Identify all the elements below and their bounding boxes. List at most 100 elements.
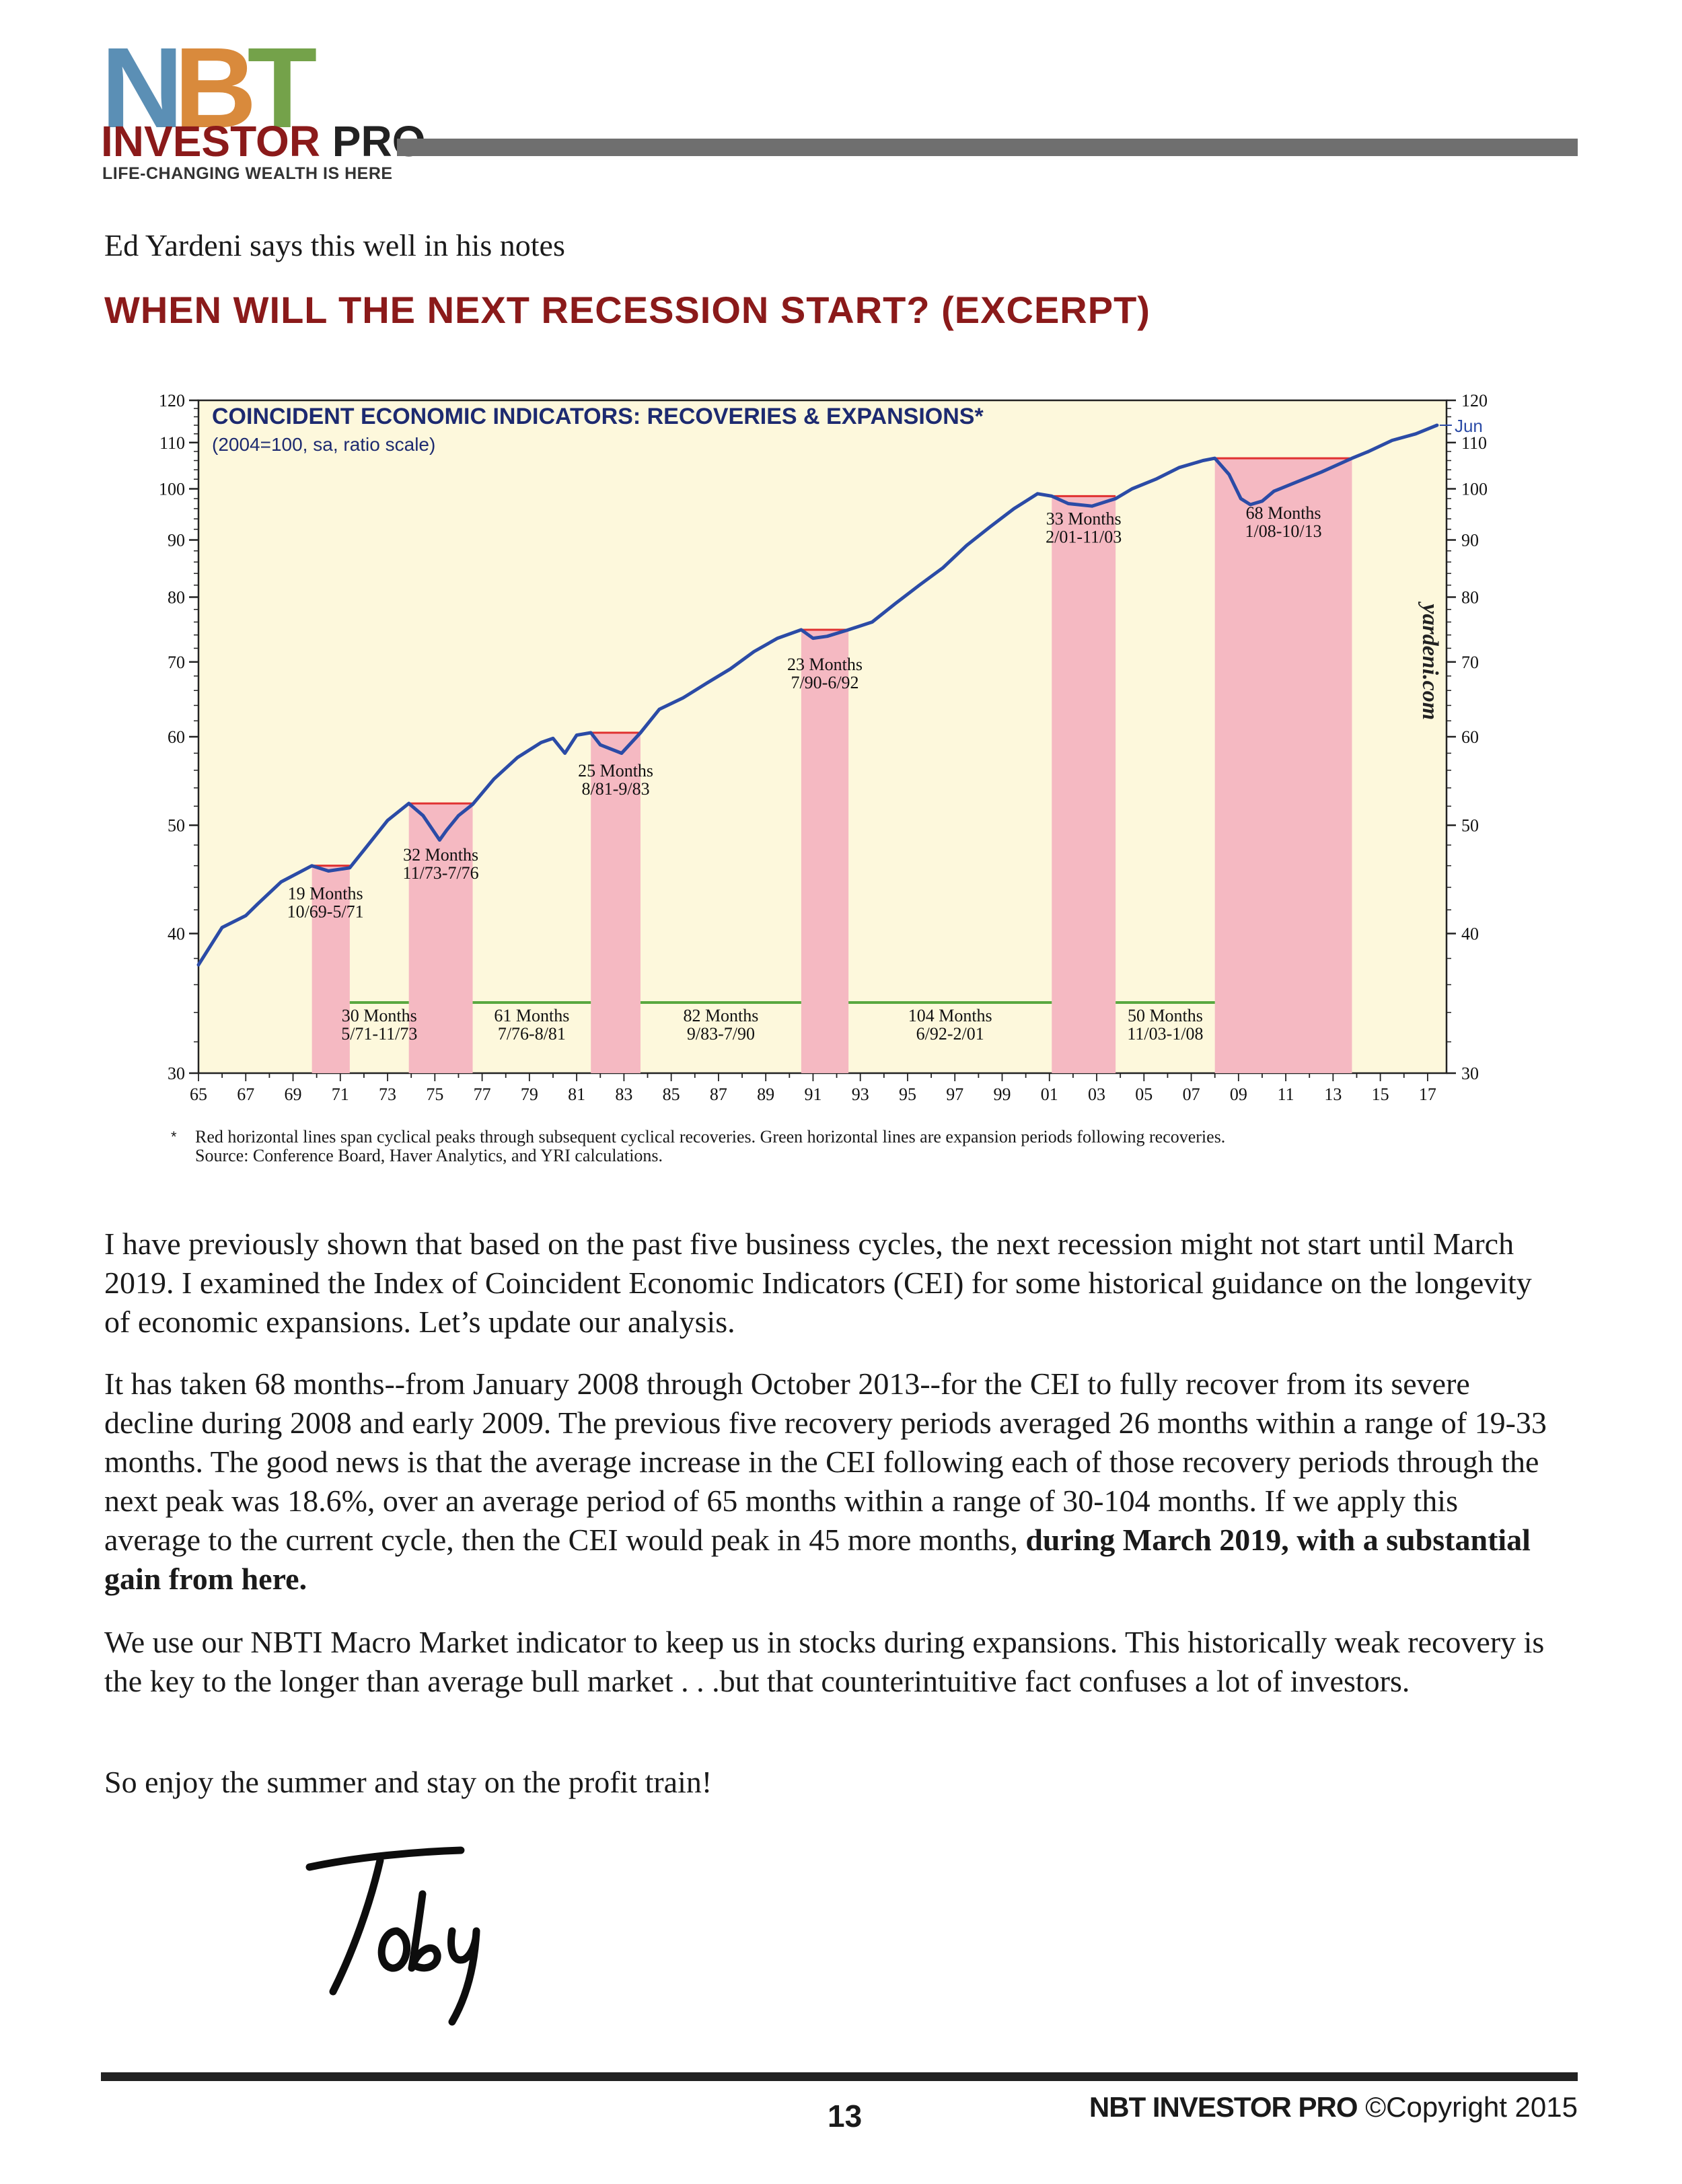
logo-tagline: LIFE-CHANGING WEALTH IS HERE xyxy=(102,164,393,183)
header-rule xyxy=(397,139,1578,156)
signature xyxy=(296,1830,518,2032)
x-tick-label: 15 xyxy=(1372,1085,1389,1104)
y-tick-label-left: 100 xyxy=(159,480,185,499)
y-tick-label-left: 90 xyxy=(168,531,185,550)
footnote-line-2: Source: Conference Board, Haver Analytic… xyxy=(195,1146,663,1165)
y-tick-label-right: 50 xyxy=(1461,816,1479,836)
x-tick-label: 13 xyxy=(1324,1085,1342,1104)
cei-series-line xyxy=(196,423,1439,967)
expansion-dates: 6/92-2/01 xyxy=(916,1024,984,1044)
chart-subtitle: (2004=100, sa, ratio scale) xyxy=(212,434,435,455)
x-tick-label: 69 xyxy=(285,1085,302,1104)
series-end-label: Jun xyxy=(1455,416,1483,436)
x-tick-label: 85 xyxy=(663,1085,680,1104)
expansion-dates: 7/76-8/81 xyxy=(498,1024,566,1044)
paragraph-3: We use our NBTI Macro Market indicator t… xyxy=(104,1625,1545,1698)
logo-letters: NBT xyxy=(101,24,318,152)
x-tick-label: 93 xyxy=(852,1085,869,1104)
paragraph-1: I have previously shown that based on th… xyxy=(104,1227,1532,1339)
expansion-label: 30 Months xyxy=(342,1006,417,1025)
paragraph-2-text: It has taken 68 months--from January 200… xyxy=(104,1367,1547,1557)
y-tick-label-right: 90 xyxy=(1461,531,1479,550)
y-tick-label-right: 80 xyxy=(1461,587,1479,607)
intro-text: Ed Yardeni says this well in his notes xyxy=(104,228,565,262)
recovery-label: 33 Months xyxy=(1046,509,1122,528)
footer-brand: NBT INVESTOR PRO ©Copyright 2015 xyxy=(1089,2091,1578,2123)
recovery-band xyxy=(591,733,641,1073)
recovery-dates: 2/01-11/03 xyxy=(1046,527,1122,546)
x-tick-label: 75 xyxy=(426,1085,443,1104)
expansion-label: 82 Months xyxy=(683,1006,758,1025)
footer-copyright: ©Copyright 2015 xyxy=(1365,2091,1578,2123)
x-tick-label: 77 xyxy=(474,1085,491,1104)
x-tick-label: 65 xyxy=(190,1085,207,1104)
footer-rule xyxy=(101,2072,1578,2081)
cei-chart: 30 30 40 40 50 50 60 60 70 70 80 80 90 90 100 100 110 110… xyxy=(131,380,1554,1194)
expansion-label: 61 Months xyxy=(494,1006,569,1025)
logo-word-investor: INVESTOR xyxy=(101,117,320,166)
section-title: WHEN WILL THE NEXT RECESSION START? (EXC… xyxy=(104,289,1150,331)
recovery-label: 25 Months xyxy=(578,761,653,780)
x-tick-label: 79 xyxy=(521,1085,538,1104)
y-tick-label-right: 110 xyxy=(1461,433,1487,453)
chart-title: COINCIDENT ECONOMIC INDICATORS: RECOVERI… xyxy=(212,404,984,429)
chart-watermark: yardeni.com xyxy=(1418,601,1442,720)
expansion-dates: 5/71-11/73 xyxy=(341,1024,417,1044)
x-tick-label: 89 xyxy=(757,1085,774,1104)
x-tick-label: 09 xyxy=(1230,1085,1247,1104)
page-number: 13 xyxy=(828,2099,863,2134)
x-tick-label: 91 xyxy=(804,1085,821,1104)
recovery-dates: 11/73-7/76 xyxy=(403,863,479,883)
y-tick-label-right: 120 xyxy=(1461,391,1488,410)
recovery-label: 68 Months xyxy=(1246,503,1321,523)
recovery-dates: 8/81-9/83 xyxy=(582,779,650,799)
x-tick-label: 73 xyxy=(379,1085,396,1104)
logo-wordmark: INVESTOR PRO xyxy=(101,120,425,163)
recovery-label: 23 Months xyxy=(787,655,863,674)
x-tick-label: 83 xyxy=(615,1085,632,1104)
nbt-logo: NBT INVESTOR PRO LIFE-CHANGING WEALTH IS… xyxy=(101,24,425,183)
paragraph-4: So enjoy the summer and stay on the prof… xyxy=(104,1765,712,1799)
recovery-label: 19 Months xyxy=(288,884,363,904)
logo-letter-b: B xyxy=(174,24,257,152)
footnote-star: * xyxy=(171,1128,177,1145)
y-tick-label-left: 50 xyxy=(168,816,185,836)
logo-letter-t: T xyxy=(247,24,318,152)
y-tick-label-left: 110 xyxy=(159,433,185,453)
x-tick-label: 05 xyxy=(1135,1085,1153,1104)
recovery-band xyxy=(1052,496,1116,1073)
expansion-label: 104 Months xyxy=(908,1006,992,1025)
x-tick-label: 81 xyxy=(568,1085,585,1104)
y-tick-label-left: 40 xyxy=(168,924,185,943)
x-tick-label: 17 xyxy=(1419,1085,1436,1104)
y-tick-label-right: 70 xyxy=(1461,653,1479,672)
y-tick-label-right: 100 xyxy=(1461,480,1488,499)
expansion-dates: 9/83-7/90 xyxy=(687,1024,755,1044)
footer-brand-name: NBT INVESTOR PRO xyxy=(1089,2091,1358,2123)
y-tick-label-right: 40 xyxy=(1461,924,1479,943)
expansion-label: 50 Months xyxy=(1128,1006,1203,1025)
x-tick-label: 67 xyxy=(237,1085,254,1104)
y-tick-label-right: 60 xyxy=(1461,727,1479,747)
paragraph-2-bold: during March 2019, with a substantial ga… xyxy=(104,1523,1531,1596)
recovery-label: 32 Months xyxy=(403,845,478,865)
recovery-band xyxy=(1214,458,1352,1073)
x-tick-label: 03 xyxy=(1088,1085,1105,1104)
x-tick-label: 87 xyxy=(710,1085,727,1104)
y-tick-label-left: 60 xyxy=(168,727,185,747)
expansion-dates: 11/03-1/08 xyxy=(1127,1024,1203,1044)
y-tick-label-right: 30 xyxy=(1461,1064,1479,1083)
y-tick-label-left: 120 xyxy=(159,391,185,410)
x-tick-label: 71 xyxy=(332,1085,349,1104)
recovery-dates: 1/08-10/13 xyxy=(1245,521,1322,541)
x-tick-label: 99 xyxy=(994,1085,1011,1104)
recovery-band xyxy=(801,629,849,1073)
chart-footnote: * Red horizontal lines span cyclical pea… xyxy=(171,1128,1527,1165)
paragraph-2: It has taken 68 months--from January 200… xyxy=(104,1364,1558,1599)
x-tick-label: 07 xyxy=(1183,1085,1200,1104)
recovery-band xyxy=(408,803,473,1073)
recovery-band xyxy=(312,865,350,1073)
y-tick-label-left: 80 xyxy=(168,587,185,607)
x-tick-label: 95 xyxy=(899,1085,916,1104)
